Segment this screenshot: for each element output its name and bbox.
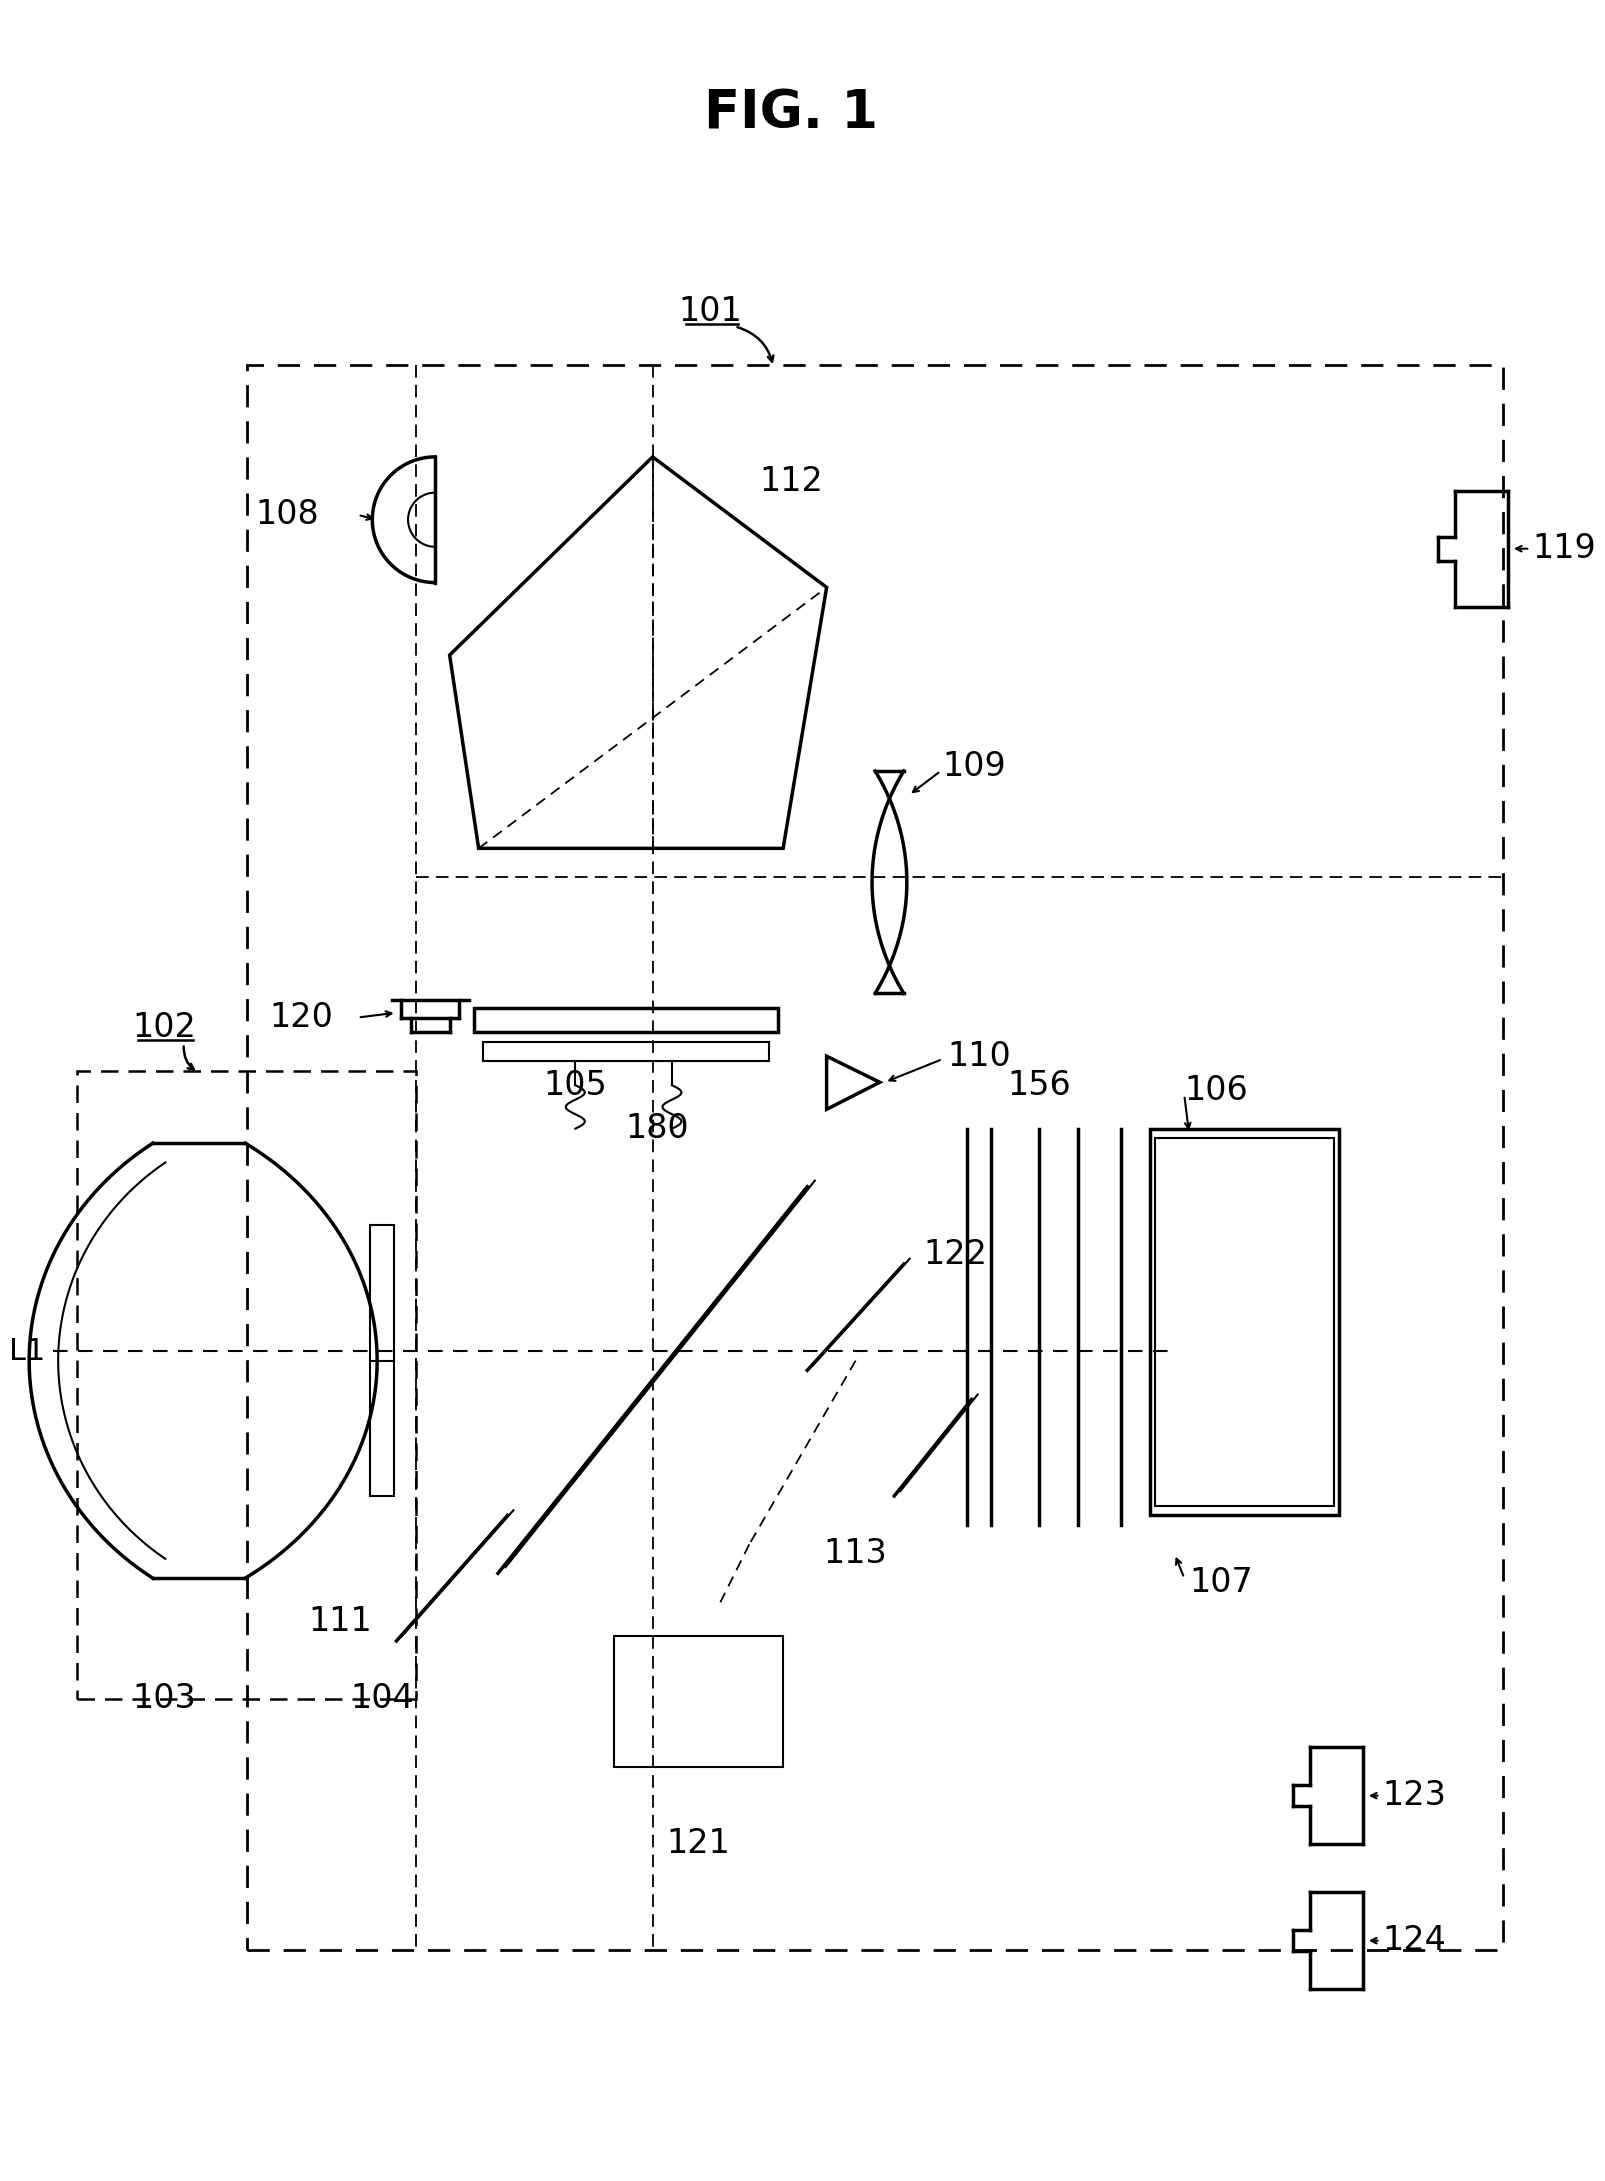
Text: 102: 102 (133, 1010, 196, 1045)
Text: 101: 101 (679, 294, 742, 329)
Text: 111: 111 (308, 1605, 372, 1638)
Text: 109: 109 (942, 750, 1006, 783)
Text: 110: 110 (947, 1040, 1011, 1073)
Bar (613, 1636, 783, 1767)
Text: 107: 107 (1188, 1566, 1252, 1599)
Bar (77, 1071, 416, 1699)
Text: 103: 103 (133, 1682, 196, 1716)
Bar (1154, 1138, 1334, 1505)
Text: 180: 180 (626, 1112, 689, 1145)
Text: 123: 123 (1382, 1780, 1446, 1812)
Text: FIG. 1: FIG. 1 (703, 87, 878, 140)
Text: 113: 113 (823, 1538, 888, 1570)
Text: 122: 122 (923, 1239, 987, 1272)
Text: 156: 156 (1006, 1069, 1071, 1101)
Text: 124: 124 (1382, 1924, 1446, 1956)
Bar (483, 1043, 769, 1060)
Text: 108: 108 (255, 499, 319, 532)
Text: 119: 119 (1531, 532, 1595, 565)
Bar (371, 1226, 393, 1496)
Text: 120: 120 (270, 1001, 334, 1034)
Text: 121: 121 (666, 1828, 730, 1860)
Text: L1: L1 (10, 1337, 45, 1365)
Text: 106: 106 (1183, 1073, 1247, 1106)
Text: 112: 112 (759, 465, 822, 497)
Bar (1149, 1130, 1339, 1516)
Text: 105: 105 (542, 1069, 607, 1101)
Bar (247, 364, 1502, 1950)
Bar (473, 1008, 778, 1032)
Text: 104: 104 (350, 1682, 414, 1716)
